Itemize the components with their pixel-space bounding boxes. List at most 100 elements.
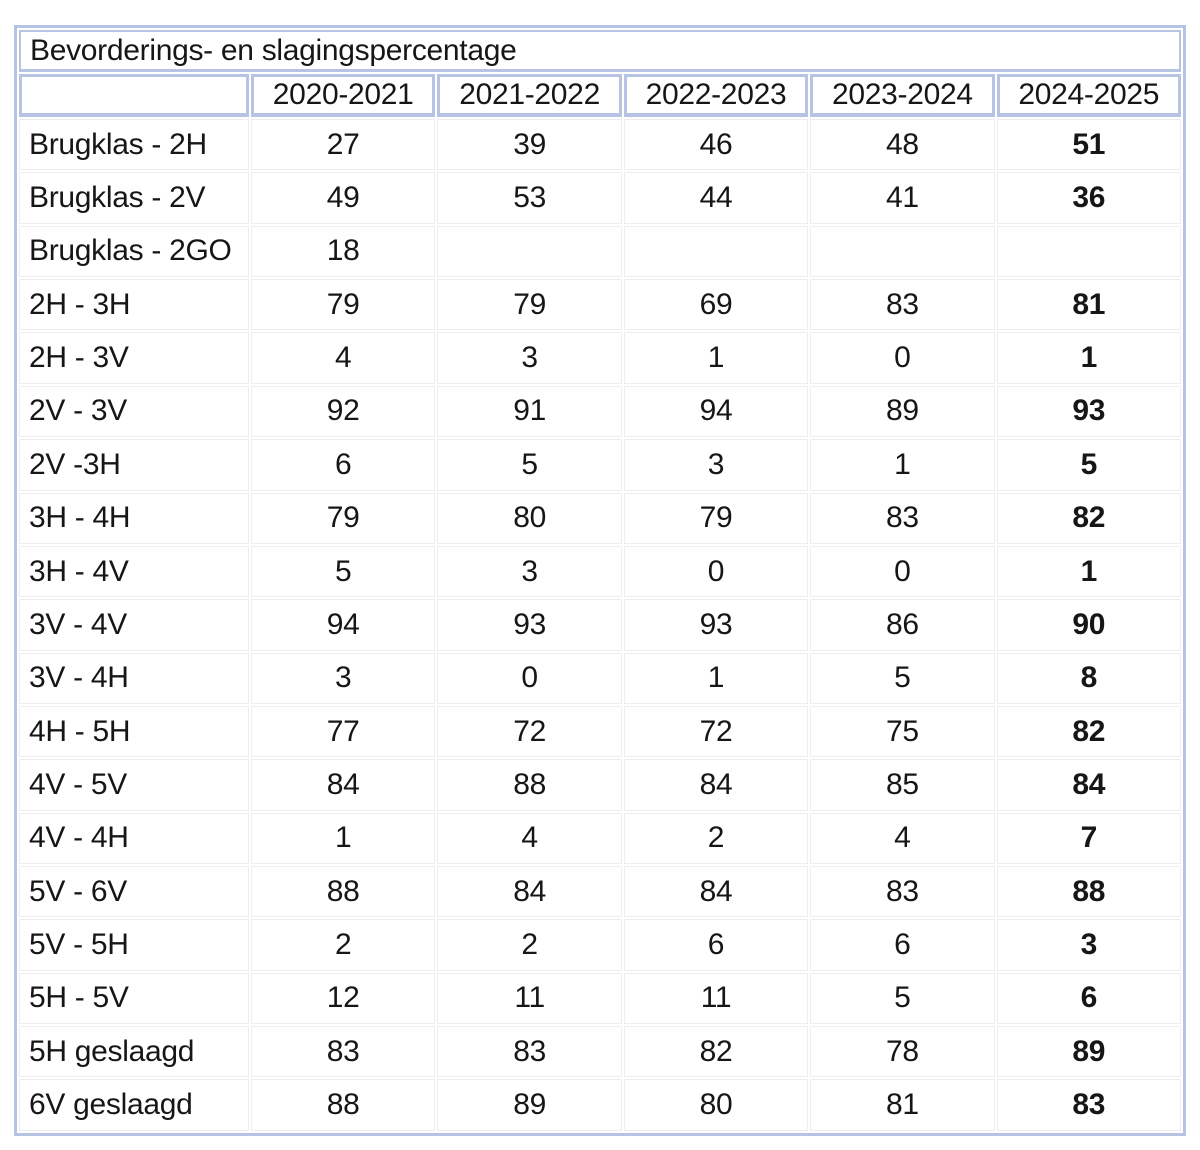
value-cell: 83 (437, 1026, 622, 1078)
value-cell-current-year: 6 (996, 972, 1181, 1025)
value-cell: 89 (810, 385, 995, 438)
table-row: Brugklas - 2V 49 53 44 41 36 (19, 172, 1181, 224)
value-cell: 41 (810, 172, 995, 224)
data-table: Bevorderings- en slagingspercentage 2020… (17, 28, 1183, 1133)
value-cell: 83 (810, 492, 995, 544)
table-row: 2H - 3V 4 3 1 0 1 (19, 332, 1181, 384)
table-row: 2V - 3V 92 91 94 89 93 (19, 385, 1181, 438)
table-row: 3V - 4V 94 93 93 86 90 (19, 599, 1181, 651)
table-row: 5H - 5V 12 11 11 5 6 (19, 972, 1181, 1025)
table-row: 5V - 6V 88 84 84 83 88 (19, 866, 1181, 918)
value-cell: 72 (437, 705, 622, 758)
value-cell: 83 (251, 1026, 436, 1078)
value-cell: 72 (623, 705, 809, 758)
value-cell: 94 (623, 385, 809, 438)
value-cell-current-year (996, 225, 1181, 278)
value-cell: 18 (251, 225, 436, 278)
value-cell: 5 (810, 972, 995, 1025)
value-cell: 2 (623, 812, 809, 865)
row-label: 4V - 4H (19, 812, 249, 865)
value-cell-current-year: 3 (996, 919, 1181, 971)
value-cell: 88 (437, 759, 622, 811)
row-label: 5V - 6V (19, 866, 249, 918)
value-cell: 0 (623, 545, 809, 598)
value-cell: 11 (437, 972, 622, 1025)
value-cell: 3 (437, 545, 622, 598)
value-cell: 11 (623, 972, 809, 1025)
value-cell: 79 (251, 279, 436, 331)
value-cell-current-year: 5 (996, 439, 1181, 491)
value-cell: 12 (251, 972, 436, 1025)
row-label: 5H - 5V (19, 972, 249, 1025)
row-label: 3H - 4H (19, 492, 249, 544)
year-column-header: 2023-2024 (810, 74, 995, 117)
promotion-pass-table: Bevorderings- en slagingspercentage 2020… (14, 25, 1186, 1136)
table-title: Bevorderings- en slagingspercentage (19, 30, 1181, 72)
value-cell-current-year: 88 (996, 866, 1181, 918)
row-label: 2V -3H (19, 439, 249, 491)
row-label: 6V geslaagd (19, 1079, 249, 1131)
value-cell: 79 (437, 279, 622, 331)
value-cell: 53 (437, 172, 622, 224)
value-cell: 0 (437, 652, 622, 704)
value-cell: 2 (437, 919, 622, 971)
value-cell: 46 (623, 119, 809, 171)
value-cell: 84 (623, 866, 809, 918)
value-cell: 4 (810, 812, 995, 865)
value-cell: 27 (251, 119, 436, 171)
value-cell: 75 (810, 705, 995, 758)
row-label: 5H geslaagd (19, 1026, 249, 1078)
value-cell: 4 (251, 332, 436, 384)
value-cell: 4 (437, 812, 622, 865)
table-row: Brugklas - 2GO 18 (19, 225, 1181, 278)
value-cell: 0 (810, 332, 995, 384)
value-cell: 81 (810, 1079, 995, 1131)
row-label: 3H - 4V (19, 545, 249, 598)
year-column-header: 2024-2025 (996, 74, 1181, 117)
value-cell: 77 (251, 705, 436, 758)
row-label: 2V - 3V (19, 385, 249, 438)
value-cell: 84 (437, 866, 622, 918)
value-cell-current-year: 1 (996, 332, 1181, 384)
value-cell: 3 (437, 332, 622, 384)
value-cell (810, 225, 995, 278)
value-cell: 94 (251, 599, 436, 651)
value-cell-current-year: 1 (996, 545, 1181, 598)
value-cell: 80 (623, 1079, 809, 1131)
table-row: 2V -3H 6 5 3 1 5 (19, 439, 1181, 491)
value-cell (623, 225, 809, 278)
value-cell: 82 (623, 1026, 809, 1078)
row-label: Brugklas - 2GO (19, 225, 249, 278)
value-cell: 84 (623, 759, 809, 811)
row-label: Brugklas - 2V (19, 172, 249, 224)
table-row: 6V geslaagd 88 89 80 81 83 (19, 1079, 1181, 1131)
value-cell-current-year: 51 (996, 119, 1181, 171)
value-cell-current-year: 84 (996, 759, 1181, 811)
year-column-header: 2021-2022 (437, 74, 622, 117)
value-cell: 92 (251, 385, 436, 438)
row-label: 4H - 5H (19, 705, 249, 758)
value-cell: 88 (251, 1079, 436, 1131)
value-cell: 5 (810, 652, 995, 704)
table-row: 4H - 5H 77 72 72 75 82 (19, 705, 1181, 758)
value-cell: 6 (251, 439, 436, 491)
value-cell: 48 (810, 119, 995, 171)
value-cell: 2 (251, 919, 436, 971)
value-cell: 79 (623, 492, 809, 544)
value-cell: 5 (251, 545, 436, 598)
value-cell: 49 (251, 172, 436, 224)
table-row: 5V - 5H 2 2 6 6 3 (19, 919, 1181, 971)
value-cell: 6 (623, 919, 809, 971)
row-label: 3V - 4V (19, 599, 249, 651)
value-cell-current-year: 36 (996, 172, 1181, 224)
table-row: 4V - 5V 84 88 84 85 84 (19, 759, 1181, 811)
value-cell: 88 (251, 866, 436, 918)
value-cell: 93 (623, 599, 809, 651)
table-title-row: Bevorderings- en slagingspercentage (19, 30, 1181, 72)
value-cell: 39 (437, 119, 622, 171)
table-row: 5H geslaagd 83 83 82 78 89 (19, 1026, 1181, 1078)
value-cell (437, 225, 622, 278)
table-row: 2H - 3H 79 79 69 83 81 (19, 279, 1181, 331)
table-header-row: 2020-2021 2021-2022 2022-2023 2023-2024 … (19, 74, 1181, 117)
value-cell: 83 (810, 866, 995, 918)
